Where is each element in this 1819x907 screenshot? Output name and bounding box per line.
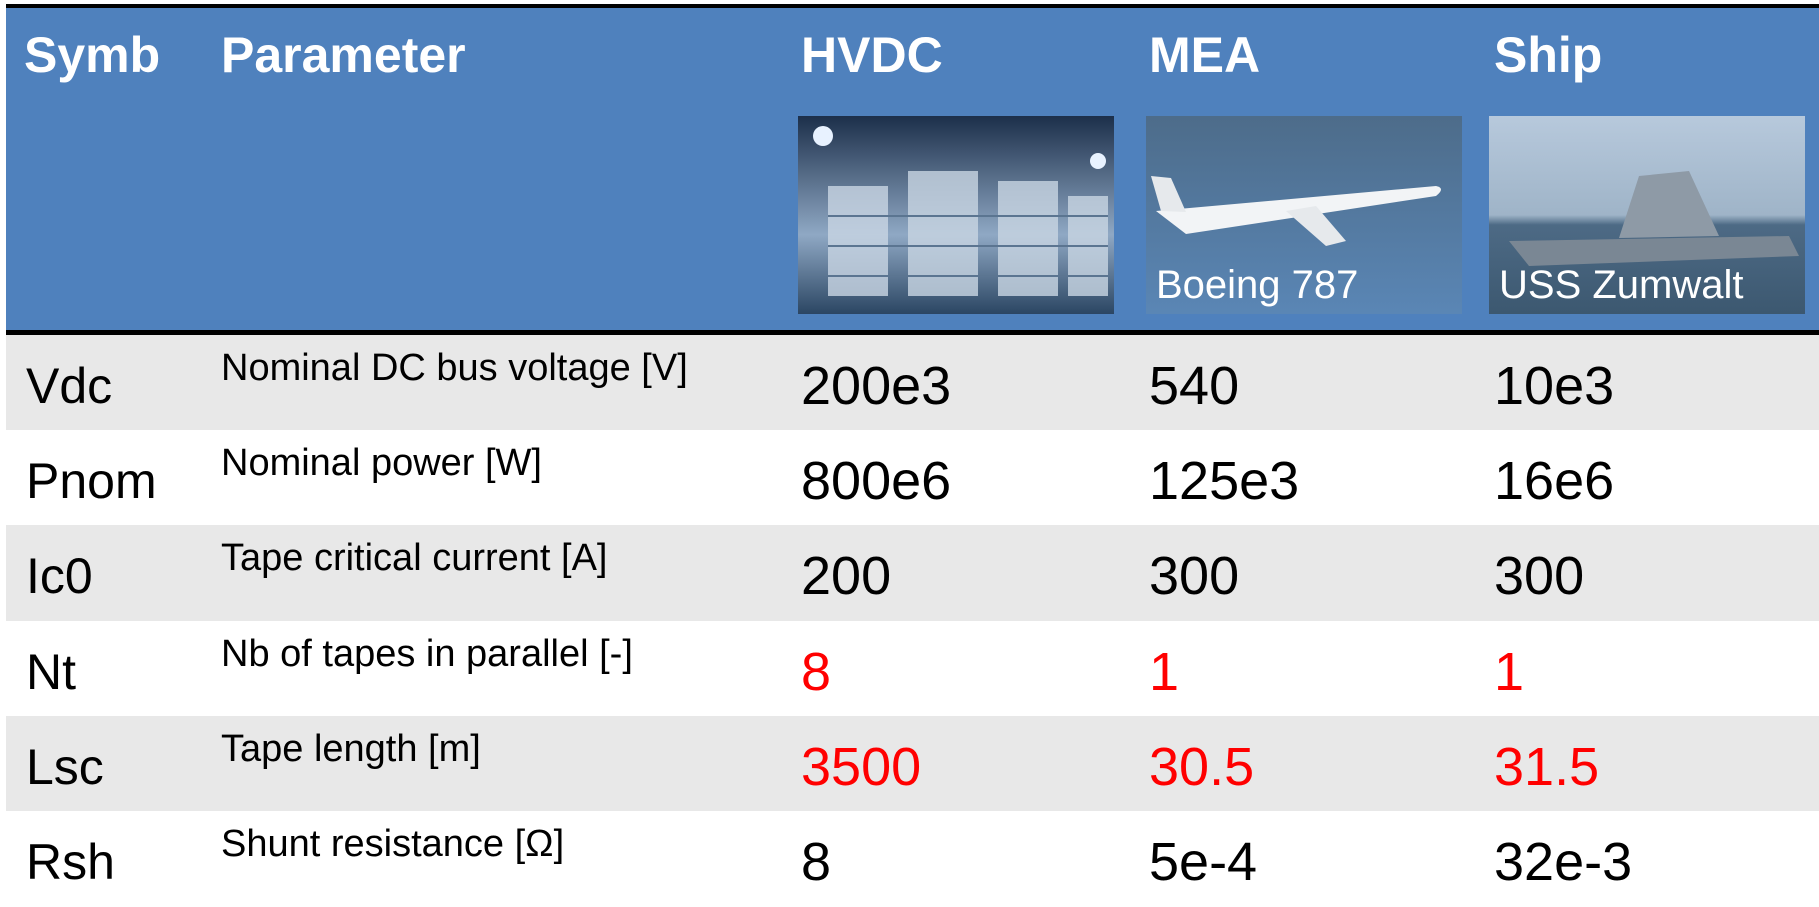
row-value: 300 — [1149, 545, 1239, 607]
row-parameter: Tape critical current [A] — [221, 537, 607, 580]
table-row: Ic0 Tape critical current [A] 200 300 300 — [6, 525, 1819, 621]
row-value: 3500 — [801, 736, 921, 798]
table-row: Pnom Nominal power [W] 800e6 125e3 16e6 — [6, 430, 1819, 526]
aircraft-photo-frame: Boeing 787 — [1146, 116, 1462, 314]
row-parameter: Tape length [m] — [221, 728, 481, 771]
photo-caption: USS Zumwalt — [1499, 263, 1744, 308]
row-value: 10e3 — [1494, 355, 1614, 417]
row-value: 1 — [1494, 641, 1524, 703]
row-symbol: Lsc — [26, 738, 104, 796]
row-value: 800e6 — [801, 450, 951, 512]
row-value: 31.5 — [1494, 736, 1599, 798]
header-symbol: Symb — [24, 26, 160, 84]
table-row: Lsc Tape length [m] 3500 30.5 31.5 — [6, 716, 1819, 812]
row-symbol: Nt — [26, 643, 76, 701]
row-parameter: Shunt resistance [Ω] — [221, 823, 564, 866]
row-value: 300 — [1494, 545, 1584, 607]
row-value: 8 — [801, 831, 831, 893]
page: {"table": { "header": {"symbol": "Symb",… — [0, 0, 1819, 906]
row-value: 1 — [1149, 641, 1179, 703]
row-value: 8 — [801, 641, 831, 703]
table-row: Nt Nb of tapes in parallel [-] 8 1 1 — [6, 621, 1819, 717]
row-value: 540 — [1149, 355, 1239, 417]
row-value: 30.5 — [1149, 736, 1254, 798]
row-symbol: Pnom — [26, 452, 157, 510]
row-value: 200e3 — [801, 355, 951, 417]
photo-caption: Boeing 787 — [1156, 263, 1358, 308]
table-row: Rsh Shunt resistance [Ω] 8 5e-4 32e-3 — [6, 811, 1819, 907]
row-symbol: Vdc — [26, 357, 112, 415]
row-symbol: Rsh — [26, 833, 115, 891]
row-value: 16e6 — [1494, 450, 1614, 512]
row-parameter: Nominal power [W] — [221, 442, 542, 485]
row-value: 32e-3 — [1494, 831, 1632, 893]
table-row: Vdc Nominal DC bus voltage [V] 200e3 540 10e… — [6, 335, 1819, 431]
header-column: Ship — [1494, 26, 1602, 84]
header-column: MEA — [1149, 26, 1260, 84]
row-parameter: Nb of tapes in parallel [-] — [221, 633, 633, 676]
row-value: 5e-4 — [1149, 831, 1257, 893]
row-parameter: Nominal DC bus voltage [V] — [221, 347, 688, 390]
header-column: HVDC — [801, 26, 943, 84]
row-value: 200 — [801, 545, 891, 607]
row-value: 125e3 — [1149, 450, 1299, 512]
hvdc-photo — [798, 116, 1114, 314]
ship-photo-frame: USS Zumwalt — [1489, 116, 1805, 314]
header-parameter: Parameter — [221, 26, 466, 84]
row-symbol: Ic0 — [26, 547, 93, 605]
